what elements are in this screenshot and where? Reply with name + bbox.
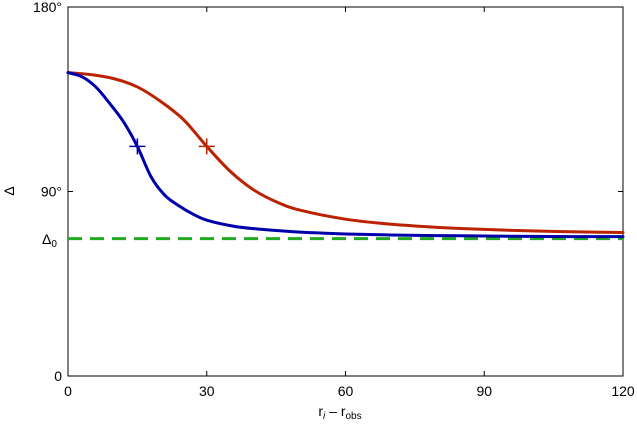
series-marker-0 — [129, 138, 146, 155]
x-tick-label: 0 — [64, 383, 72, 399]
y-tick-label: 90° — [41, 184, 62, 200]
series-marker-1 — [198, 138, 215, 155]
x-tick-label: 60 — [338, 383, 354, 399]
x-axis-label-minus: – r — [325, 403, 346, 419]
y-tick-label: 0 — [54, 368, 62, 384]
x-tick-label: 90 — [476, 383, 492, 399]
x-tick-label: 120 — [611, 383, 635, 399]
x-axis-label: ri – robs — [318, 403, 361, 422]
x-axis-label-sub-i: i — [323, 411, 326, 422]
x-tick-label: 30 — [199, 383, 215, 399]
x-axis-label-r: r — [318, 403, 323, 419]
plot-frame — [67, 6, 624, 377]
ref-line-label: Δ0 — [42, 231, 57, 250]
series-line-1 — [66, 71, 625, 234]
y-axis-label: Δ — [1, 186, 17, 195]
series-line-0 — [66, 71, 625, 239]
y-tick-label: 180° — [33, 0, 62, 15]
x-axis-label-sub-obs: obs — [346, 411, 362, 422]
